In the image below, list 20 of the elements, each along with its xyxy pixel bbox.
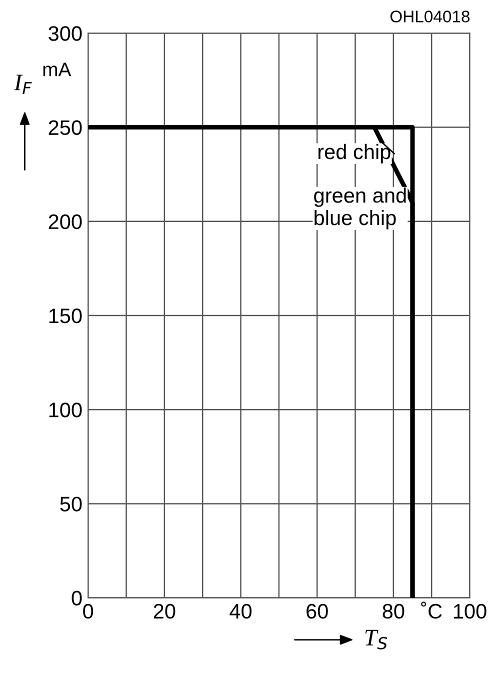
x-axis-title: T$_{S}$	[365, 630, 388, 650]
x-tick-label: 100	[454, 604, 486, 619]
x-tick-label: 60	[306, 604, 328, 619]
annotation: red chip	[318, 144, 390, 164]
y-tick-label: 300	[48, 26, 82, 41]
y-tick-label: 200	[48, 214, 82, 230]
text: mA	[43, 62, 72, 76]
y-tick-label: 100	[49, 402, 82, 418]
y-axis-title: I$_{F}$	[14, 74, 32, 94]
x-tick-label: 20	[154, 604, 176, 619]
x-tick-label: ˚C	[421, 602, 442, 619]
x-tick-label: 40	[230, 604, 252, 619]
x-tick-label: 80	[382, 604, 404, 619]
y-tick-label: 50	[60, 496, 82, 512]
annotation: green and blue chip	[314, 188, 406, 230]
x-tick-label: 0	[83, 604, 94, 619]
text: OHL04018	[390, 10, 470, 22]
y-tick-label: 250	[48, 120, 82, 136]
y-tick-label: 150	[49, 308, 82, 324]
y-tick-label: 0	[72, 590, 82, 606]
